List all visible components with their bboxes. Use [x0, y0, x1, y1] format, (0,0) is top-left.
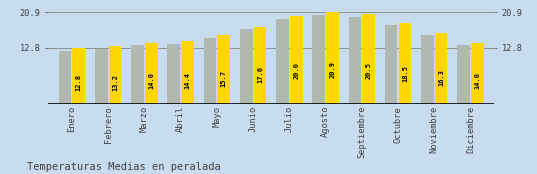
- Text: 16.3: 16.3: [438, 69, 444, 86]
- Text: 20.0: 20.0: [293, 62, 299, 79]
- Bar: [276, 19, 289, 104]
- Bar: [362, 14, 375, 104]
- Text: 17.6: 17.6: [257, 66, 263, 83]
- Bar: [385, 26, 397, 104]
- Bar: [398, 23, 411, 104]
- Bar: [326, 12, 339, 104]
- Bar: [145, 43, 157, 104]
- Bar: [253, 27, 266, 104]
- Bar: [240, 29, 252, 104]
- Text: 18.5: 18.5: [402, 65, 408, 82]
- Bar: [181, 41, 194, 104]
- Bar: [168, 44, 180, 104]
- Text: 20.5: 20.5: [366, 62, 372, 79]
- Bar: [313, 15, 325, 104]
- Text: 12.8: 12.8: [76, 74, 82, 92]
- Bar: [59, 51, 71, 104]
- Bar: [290, 16, 302, 104]
- Text: 15.7: 15.7: [221, 70, 227, 87]
- Bar: [108, 46, 121, 104]
- Bar: [95, 49, 107, 104]
- Text: 14.4: 14.4: [185, 72, 191, 89]
- Text: 20.9: 20.9: [329, 61, 336, 78]
- Bar: [72, 48, 85, 104]
- Bar: [435, 33, 447, 104]
- Text: Temperaturas Medias en peralada: Temperaturas Medias en peralada: [27, 162, 221, 172]
- Bar: [131, 45, 144, 104]
- Text: 13.2: 13.2: [112, 74, 118, 91]
- Bar: [217, 35, 230, 104]
- Text: 14.0: 14.0: [474, 72, 481, 89]
- Bar: [349, 17, 361, 104]
- Bar: [458, 45, 470, 104]
- Bar: [471, 43, 484, 104]
- Text: 14.0: 14.0: [148, 72, 154, 89]
- Bar: [421, 35, 434, 104]
- Bar: [204, 38, 216, 104]
